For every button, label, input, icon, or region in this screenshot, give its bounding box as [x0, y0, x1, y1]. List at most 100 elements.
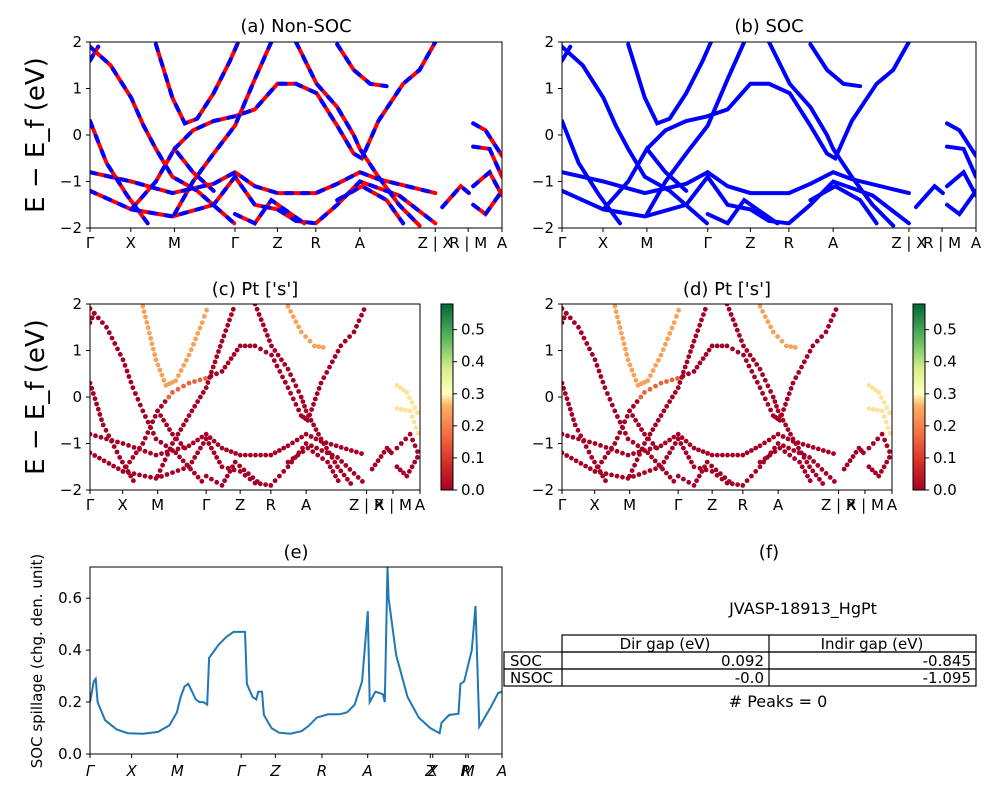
band-line-nonsoc-dash [471, 188, 502, 217]
x-tick-label: A [362, 762, 373, 780]
projection-dot [222, 478, 228, 484]
projection-dot [832, 479, 837, 484]
projection-dot [567, 315, 573, 321]
projection-dot [866, 464, 872, 470]
projection-dot [342, 338, 348, 344]
projection-dot [290, 396, 296, 402]
projection-dot [772, 445, 777, 451]
projection-dot [112, 341, 118, 346]
projection-dot [639, 446, 645, 452]
projection-dot [338, 343, 344, 349]
projection-dot [605, 391, 610, 396]
projection-dot [158, 413, 164, 418]
band-line-nonsoc [90, 44, 237, 226]
projection-dot [760, 309, 765, 314]
projection-dot [178, 441, 184, 446]
projection-dot [348, 481, 354, 486]
projection-dot [617, 430, 623, 435]
projection-dot [137, 445, 142, 451]
projection-dot [303, 431, 309, 437]
projection-dot [841, 466, 847, 472]
projection-dot [616, 320, 622, 325]
projection-dot [285, 443, 291, 449]
band-line-soc [562, 169, 911, 196]
projection-dot [104, 436, 109, 442]
projection-dot [354, 449, 359, 455]
projection-dot [104, 324, 109, 330]
projection-dot [155, 408, 161, 414]
projection-dot [313, 436, 319, 442]
projection-dot [268, 452, 274, 458]
projection-dot [775, 441, 781, 446]
projection-dot [203, 376, 208, 381]
x-tick-label: X [427, 762, 439, 780]
projection-dot [214, 455, 220, 460]
projection-dot [779, 338, 785, 344]
band-line-nonsoc-dash [471, 169, 502, 198]
projection-dot [203, 385, 209, 391]
projection-dot [853, 449, 859, 455]
projection-dot [219, 445, 225, 451]
projection-dot [166, 394, 172, 400]
x-tick-label: Γ [231, 234, 240, 252]
panel-a-axes [89, 41, 503, 229]
x-tick-label: Γ [86, 762, 96, 780]
projection-dot [223, 328, 229, 333]
x-tick-label: X [118, 496, 128, 514]
spillage-line [89, 566, 503, 735]
projection-dot [409, 414, 415, 419]
projection-dot [153, 357, 159, 363]
projection-dot [675, 431, 681, 437]
projection-dot [263, 482, 268, 487]
projection-dot [237, 469, 243, 474]
projection-dot [300, 445, 305, 451]
projection-dot [128, 379, 134, 385]
projection-dot [589, 455, 595, 460]
projection-dot [241, 467, 247, 473]
projection-dot [161, 417, 167, 423]
projection-dot [178, 368, 184, 373]
projection-dot [195, 331, 201, 336]
projection-dot [741, 352, 746, 358]
x-tick-label: A [355, 234, 366, 252]
band-line-soc [945, 144, 976, 179]
projection-dot [775, 334, 780, 339]
panel-b-bands [562, 42, 976, 228]
projection-dot [98, 434, 104, 440]
projection-dot [193, 336, 199, 342]
projection-dot [669, 377, 675, 383]
projection-dot [762, 440, 767, 446]
projection-dot [309, 407, 314, 412]
projection-dot [252, 304, 258, 307]
projection-dot [126, 374, 132, 379]
projection-dot [768, 389, 773, 394]
projection-dot [145, 419, 151, 425]
projection-dot [269, 343, 274, 349]
projection-dot [375, 458, 381, 464]
projection-dot [90, 391, 96, 396]
panel-a-bands [90, 42, 502, 228]
x-tick-label: A [773, 496, 784, 514]
projection-dot [656, 357, 661, 363]
projection-dot [224, 447, 229, 453]
projection-dot [407, 431, 413, 437]
projection-dot [714, 452, 720, 458]
projection-dot [866, 406, 872, 411]
projection-dot [158, 439, 164, 445]
projection-dot [181, 383, 186, 389]
projection-dot [866, 445, 872, 451]
projection-dot [198, 394, 203, 400]
projection-dot [130, 385, 136, 391]
projection-dot [725, 452, 730, 458]
projection-dot [689, 344, 695, 349]
projection-dot [801, 359, 807, 365]
projection-dot [661, 408, 667, 414]
projection-dot [669, 325, 675, 331]
projection-dot [95, 406, 101, 412]
projection-dot [884, 405, 890, 411]
colorbar-tick-label: 0.1 [461, 449, 485, 467]
y-tick-label: −2 [60, 481, 82, 499]
projection-dot [775, 408, 781, 414]
projection-dot [624, 414, 630, 419]
projection-dot [237, 343, 243, 349]
